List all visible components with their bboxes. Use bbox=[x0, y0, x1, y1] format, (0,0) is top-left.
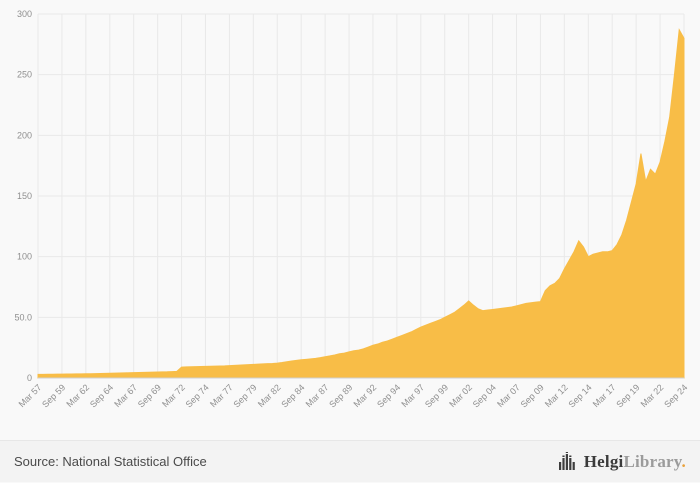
x-axis-label: Mar 17 bbox=[591, 382, 618, 409]
source-text: Source: National Statistical Office bbox=[14, 454, 207, 469]
x-axis-label: Mar 87 bbox=[304, 382, 331, 409]
logo-text: HelgiLibrary. bbox=[584, 452, 686, 472]
x-axis-label: Sep 89 bbox=[327, 382, 354, 409]
chart-container: 0 50.0 100 150 200 250 300 Mar 57 Sep 59 Mar 62 Se… bbox=[14, 9, 689, 410]
x-axis-label: Mar 22 bbox=[639, 382, 666, 409]
x-axis-label: Mar 72 bbox=[160, 382, 187, 409]
x-axis-label: Mar 77 bbox=[208, 382, 235, 409]
x-axis-label: Mar 02 bbox=[447, 382, 474, 409]
helgi-logo-icon bbox=[558, 451, 575, 470]
logo-text-helgi: Helgi bbox=[583, 451, 624, 471]
x-axis-label: Mar 92 bbox=[351, 382, 378, 409]
x-axis-label: Mar 07 bbox=[495, 382, 522, 409]
helgi-library-logo: HelgiLibrary. bbox=[558, 451, 686, 472]
x-axis-label: Sep 59 bbox=[40, 382, 67, 409]
y-axis-label: 250 bbox=[17, 70, 32, 80]
logo-dot: . bbox=[681, 451, 686, 471]
x-axis-label: Sep 64 bbox=[88, 382, 115, 409]
x-axis-label: Mar 12 bbox=[543, 382, 570, 409]
x-axis-label: Sep 24 bbox=[662, 382, 689, 409]
x-axis-label: Sep 94 bbox=[375, 382, 402, 409]
x-axis-label: Mar 82 bbox=[256, 382, 283, 409]
x-axis-label: Sep 04 bbox=[471, 382, 498, 409]
x-axis-label: Mar 67 bbox=[112, 382, 139, 409]
y-axis-label: 50.0 bbox=[14, 312, 32, 322]
x-axis-label: Sep 74 bbox=[184, 382, 211, 409]
y-axis-label: 100 bbox=[17, 252, 32, 262]
x-axis-label: Mar 62 bbox=[64, 382, 91, 409]
y-axis-label: 200 bbox=[17, 130, 32, 140]
x-axis-label: Sep 14 bbox=[566, 382, 593, 409]
x-axis-label: Mar 57 bbox=[17, 382, 44, 409]
area-series bbox=[37, 28, 685, 379]
x-axis-label: Mar 97 bbox=[399, 382, 426, 409]
logo-text-library: Library bbox=[623, 451, 682, 471]
x-axis-label: Sep 09 bbox=[519, 382, 546, 409]
x-axis-label: Sep 84 bbox=[279, 382, 306, 409]
x-axis-label: Sep 99 bbox=[423, 382, 450, 409]
y-axis-label: 150 bbox=[17, 191, 32, 201]
x-axis-label: Sep 69 bbox=[136, 382, 163, 409]
y-axis-label: 300 bbox=[17, 9, 32, 19]
footer: Source: National Statistical Office Helg… bbox=[0, 440, 700, 482]
y-axis-label: 0 bbox=[27, 373, 32, 383]
x-axis-label: Sep 19 bbox=[614, 382, 641, 409]
x-axis-label: Sep 79 bbox=[231, 382, 258, 409]
